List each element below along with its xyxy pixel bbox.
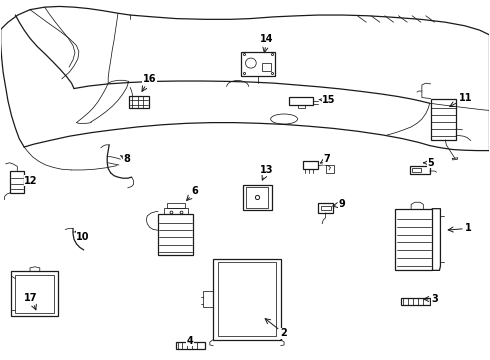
Text: 1: 1 (448, 224, 472, 233)
Text: 7: 7 (320, 154, 330, 164)
Bar (175, 342, 205, 349)
Text: 5: 5 (424, 158, 434, 168)
Bar (10, 171, 24, 193)
Text: 9: 9 (333, 199, 345, 210)
Bar (11, 271, 58, 316)
Bar (241, 51, 275, 76)
Bar (318, 203, 333, 213)
Text: 15: 15 (319, 95, 336, 105)
Text: 13: 13 (260, 165, 274, 180)
Bar (15, 275, 54, 314)
Text: 17: 17 (24, 293, 38, 310)
Bar (213, 259, 281, 339)
Bar (158, 214, 193, 255)
Bar (262, 63, 271, 71)
Text: 14: 14 (260, 35, 274, 53)
Bar (431, 99, 456, 140)
Text: 4: 4 (187, 336, 194, 346)
Bar (246, 187, 269, 208)
Bar (164, 208, 188, 214)
Bar (395, 209, 432, 270)
Bar (298, 105, 305, 108)
Bar (303, 161, 318, 169)
Bar (218, 262, 276, 336)
Text: 3: 3 (424, 294, 438, 304)
Text: 11: 11 (450, 93, 472, 107)
Text: 10: 10 (75, 231, 90, 242)
Text: 2: 2 (265, 319, 288, 338)
Bar (326, 165, 334, 173)
Text: 8: 8 (121, 154, 130, 164)
Bar (321, 206, 331, 211)
Text: 6: 6 (187, 186, 198, 201)
Bar (243, 185, 272, 211)
Bar (289, 97, 314, 105)
Bar (203, 291, 213, 307)
Bar (167, 203, 185, 208)
Text: 16: 16 (142, 74, 156, 91)
Bar (401, 298, 430, 305)
Bar (410, 166, 430, 174)
Text: 12: 12 (24, 176, 38, 186)
Bar (129, 96, 149, 108)
Bar (412, 168, 421, 172)
